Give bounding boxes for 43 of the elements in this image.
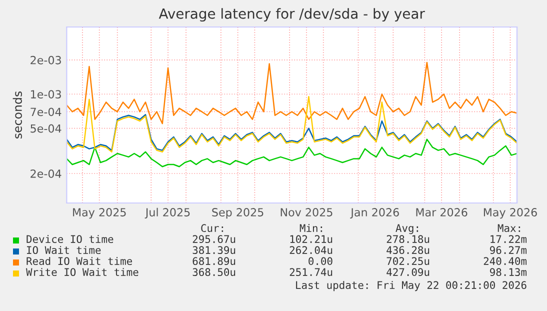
legend-label: Write IO Wait time — [26, 268, 138, 276]
text: 96.27m — [490, 246, 527, 254]
text: 427.09u — [386, 268, 430, 276]
line-series — [66, 138, 517, 168]
y-tick-label: 2e-03 — [30, 56, 61, 64]
text: 278.18u — [386, 235, 430, 244]
line-series — [66, 96, 517, 153]
text: 102.21u — [290, 235, 332, 244]
text: 681.89u — [192, 257, 236, 266]
legend-label: IO Wait time — [27, 246, 101, 254]
x-tick-label: Jan 2026 — [350, 208, 399, 219]
text: 0.00 — [308, 257, 332, 266]
x-tick-label: Jul 2025 — [144, 208, 190, 219]
text: Max: — [498, 224, 520, 232]
x-tick-label: Mar 2026 — [416, 208, 468, 216]
text: 368.50u — [192, 268, 236, 276]
text: 295.67u — [192, 235, 236, 244]
text: Avg: — [396, 224, 418, 234]
legend-label: Device IO time — [26, 234, 114, 244]
line-series — [66, 114, 517, 151]
text: Last update: Fri May 22 00:21:00 2026 — [296, 280, 526, 292]
text: Cur: — [201, 224, 224, 232]
text: 17.22m — [490, 235, 527, 243]
x-tick-label: May 2025 — [73, 208, 126, 219]
chart-title: Average latency for /dev/sda - by year — [158, 8, 425, 22]
y-tick-label: 7e-04 — [30, 108, 62, 116]
text: 702.25u — [386, 257, 430, 266]
text: Min: — [300, 224, 322, 232]
x-tick-label: Nov 2025 — [280, 208, 332, 216]
y-tick-label: 1e-03 — [31, 90, 61, 99]
y-tick-label: 2e-04 — [30, 169, 62, 178]
text: 98.13m — [490, 268, 527, 276]
y-tick-label: 5e-04 — [30, 124, 62, 133]
x-tick-label: May 2026 — [484, 208, 537, 219]
text: 240.40m — [484, 257, 527, 266]
text: 251.74u — [290, 268, 332, 276]
y-axis-title: seconds — [12, 91, 22, 138]
text: 262.04u — [290, 246, 332, 254]
text: 436.28u — [386, 246, 430, 254]
x-tick-label: Sep 2025 — [212, 208, 264, 219]
text: 381.39u — [192, 246, 236, 254]
legend-label: Read IO Wait time — [26, 256, 132, 266]
line-series — [66, 62, 517, 124]
